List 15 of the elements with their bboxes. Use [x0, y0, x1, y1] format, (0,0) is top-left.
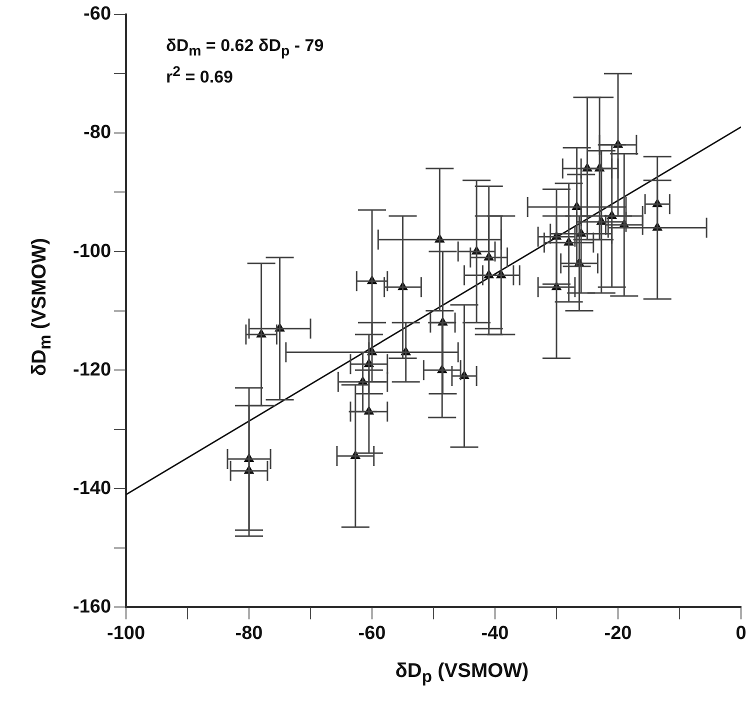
y-tick-label: -60	[84, 4, 112, 25]
annotation: δD$_{m}$ = 0.62 δD$_{p}$ - 79	[166, 36, 324, 60]
x-tick-label: -100	[107, 622, 146, 644]
y-tick-label: -80	[84, 122, 112, 144]
x-tick-label: -80	[235, 622, 263, 644]
y-tick-label: -120	[72, 359, 112, 380]
x-tick-label: 0	[736, 622, 746, 644]
y-tick-label: -100	[72, 240, 112, 262]
x-tick-label: -60	[358, 622, 386, 644]
x-axis-title: δD$_{p}$ (VSMOW)	[395, 660, 529, 687]
x-tick-label: -40	[481, 622, 509, 644]
y-tick-label: -160	[72, 596, 112, 618]
annotation: r$^{2}$ = 0.69	[166, 64, 233, 88]
x-tick-label: -20	[604, 622, 632, 644]
y-tick-label: -140	[72, 478, 112, 499]
